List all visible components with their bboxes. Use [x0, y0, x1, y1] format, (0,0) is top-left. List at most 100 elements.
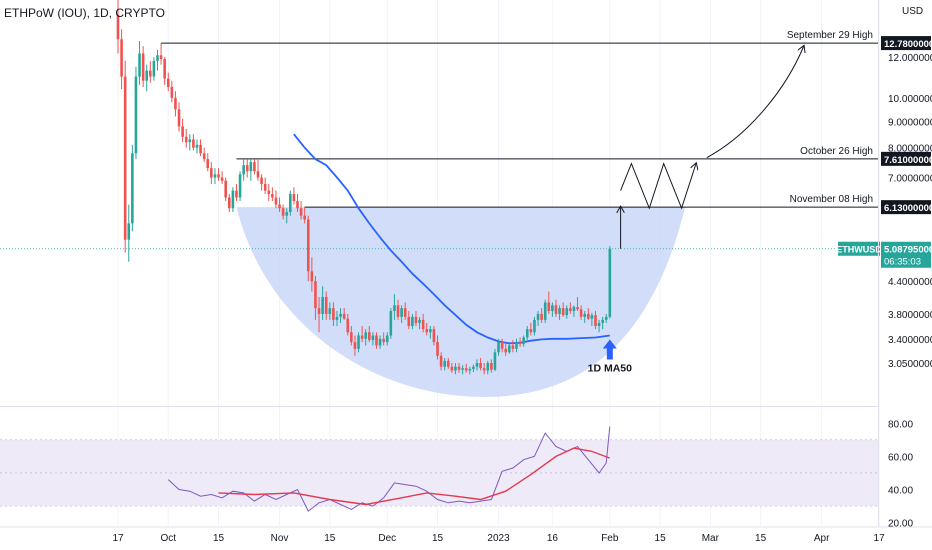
candle-body — [389, 311, 393, 336]
candle — [378, 335, 382, 349]
candle-body — [339, 313, 342, 317]
candle-body — [123, 76, 127, 240]
time-tick-label: 17 — [874, 533, 886, 544]
candle-body — [375, 335, 378, 346]
candle-body — [166, 78, 170, 87]
candle — [274, 190, 278, 209]
candle-body — [184, 136, 188, 143]
candle — [443, 357, 446, 371]
candle-body — [170, 86, 174, 98]
candle-body — [220, 177, 224, 181]
candle — [324, 291, 328, 320]
candle — [472, 364, 475, 372]
ma50-annotation: 1D MA50 — [588, 362, 633, 374]
candle — [429, 325, 432, 339]
candle — [522, 335, 525, 347]
candle-body — [396, 305, 400, 317]
candle — [321, 286, 324, 320]
candle — [227, 194, 231, 212]
time-tick-label: 15 — [324, 533, 336, 544]
time-tick-label: Mar — [702, 533, 720, 544]
candle-body — [260, 177, 263, 184]
candle-body — [475, 363, 479, 367]
candle-body — [267, 190, 271, 195]
candle-body — [310, 271, 314, 282]
candle — [192, 134, 195, 151]
candle-body — [263, 183, 267, 191]
candle-body — [547, 302, 551, 312]
candle — [220, 171, 224, 184]
candle-body — [461, 368, 464, 370]
candle — [242, 159, 245, 181]
candle — [267, 183, 271, 202]
candle-body — [120, 39, 123, 77]
price-tick-label: 12.00000000 — [888, 53, 932, 64]
candle — [235, 183, 238, 202]
candle-body — [342, 313, 346, 319]
candle — [170, 80, 174, 103]
candle-body — [454, 366, 457, 371]
price-tick-label: 3.80000000 — [888, 310, 932, 321]
candle — [497, 338, 500, 356]
candle — [131, 144, 134, 232]
candle-body — [518, 342, 522, 345]
projection-layer: 1D MA50 — [588, 46, 804, 374]
candle — [342, 308, 346, 320]
september-29-high-price-text: 12.78000000 — [884, 39, 932, 50]
price-tick-label: 8.00000000 — [888, 144, 932, 155]
candle-body — [289, 194, 292, 212]
candle-body — [407, 316, 411, 326]
candle — [134, 66, 138, 160]
candle — [364, 329, 368, 346]
candle — [457, 363, 461, 373]
candle — [314, 276, 317, 320]
candle — [385, 332, 389, 346]
candle-body — [346, 318, 350, 333]
candle — [382, 332, 385, 346]
candle — [446, 357, 450, 369]
candle-body — [522, 337, 525, 345]
candle — [396, 299, 400, 320]
candle — [217, 168, 220, 181]
candle — [245, 159, 249, 178]
candle-body — [116, 14, 120, 40]
candle — [127, 204, 131, 262]
candle — [332, 302, 335, 326]
candle-body — [314, 281, 317, 309]
candle-body — [360, 335, 364, 339]
candle — [210, 162, 213, 184]
time-tick-label: 15 — [755, 533, 767, 544]
candle-body — [210, 168, 213, 178]
ma50-layer — [293, 133, 610, 345]
candle-body — [192, 139, 195, 148]
candle — [590, 312, 594, 326]
price-tick-label: 9.00000000 — [888, 117, 932, 128]
candle — [159, 43, 163, 65]
candle-body — [317, 308, 321, 314]
candle-body — [414, 316, 418, 323]
last-price-text: 5.08795000 — [884, 245, 932, 256]
candle — [533, 316, 536, 336]
candle — [224, 177, 227, 202]
candle-body — [174, 97, 177, 110]
candle — [551, 302, 554, 317]
candle-body — [357, 335, 360, 349]
candle — [195, 139, 199, 154]
candle-body — [411, 316, 414, 326]
time-tick-label: 15 — [213, 533, 225, 544]
candle-body — [335, 316, 339, 320]
candle-body — [590, 315, 594, 319]
candle-body — [425, 329, 429, 333]
candle-body — [350, 332, 353, 343]
candle-body — [511, 345, 515, 349]
candle-body — [271, 194, 274, 198]
candle-body — [533, 319, 536, 333]
candle-body — [278, 204, 281, 209]
candle — [579, 305, 583, 320]
currency-label: USD — [902, 6, 923, 17]
countdown-text: 06:35:03 — [884, 257, 921, 268]
september-29-high-label: September 29 High — [787, 30, 873, 41]
candle-body — [328, 308, 332, 314]
candle — [163, 57, 166, 85]
